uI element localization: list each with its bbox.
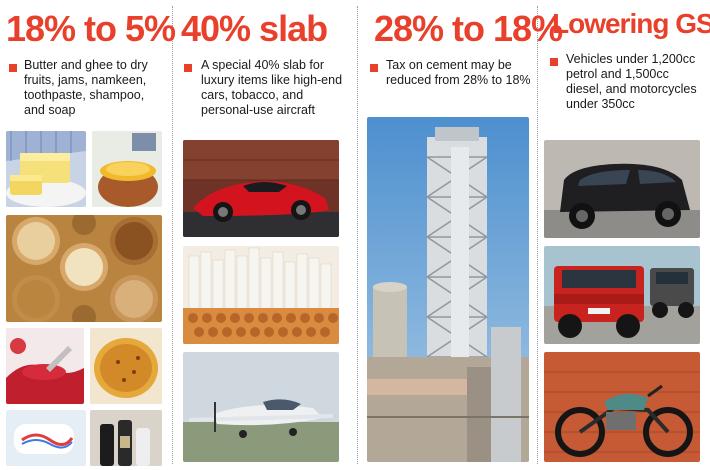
column-divider: [357, 6, 358, 464]
aircraft-photo: [183, 352, 339, 462]
column-description: A special 40% slab for luxury items like…: [201, 58, 343, 117]
motorcycle-photo: [544, 352, 700, 462]
dry-fruits-photo: [6, 215, 162, 322]
cigarettes-photo: [183, 246, 339, 344]
luxury-car-photo: [183, 140, 339, 237]
column-description: Tax on cement may be reduced from 28% to…: [386, 58, 531, 87]
column-description: Butter and ghee to dry fruits, jams, nam…: [24, 58, 148, 117]
column-divider: [172, 6, 173, 464]
bullet-square: [550, 58, 558, 66]
cement-plant-photo: [367, 117, 529, 462]
column-divider: [537, 6, 538, 464]
bullet-square: [184, 64, 192, 72]
toothpaste-photo: [6, 410, 86, 466]
ghee-photo: [92, 131, 162, 207]
bullet-square: [370, 64, 378, 72]
suv-photo: [544, 140, 700, 238]
shampoo-and-soap-photo: [90, 410, 162, 466]
bullet-square: [9, 64, 17, 72]
column-description: Vehicles under 1,200cc petrol and 1,500c…: [566, 52, 697, 111]
column-headline: 40% slab: [181, 8, 328, 49]
jeeps-photo: [544, 246, 700, 344]
namkeen-photo: [90, 328, 162, 404]
column-40-slab: 40% slab A special 40% slab for luxury i…: [175, 0, 355, 470]
column-headline: Lowering GST: [552, 8, 710, 39]
column-18-to-5: 18% to 5% Butter and ghee to dry fruits,…: [0, 0, 176, 470]
butter-and-ghee-photo: [6, 131, 86, 207]
column-28-to-18: 28% to 18% Tax on cement may be reduced …: [360, 0, 563, 470]
column-lowering-gst: Lowering GST Vehicles under 1,200cc petr…: [540, 0, 710, 470]
jam-photo: [6, 328, 84, 404]
column-headline: 18% to 5%: [6, 8, 176, 49]
column-headline: 28% to 18%: [374, 8, 563, 49]
